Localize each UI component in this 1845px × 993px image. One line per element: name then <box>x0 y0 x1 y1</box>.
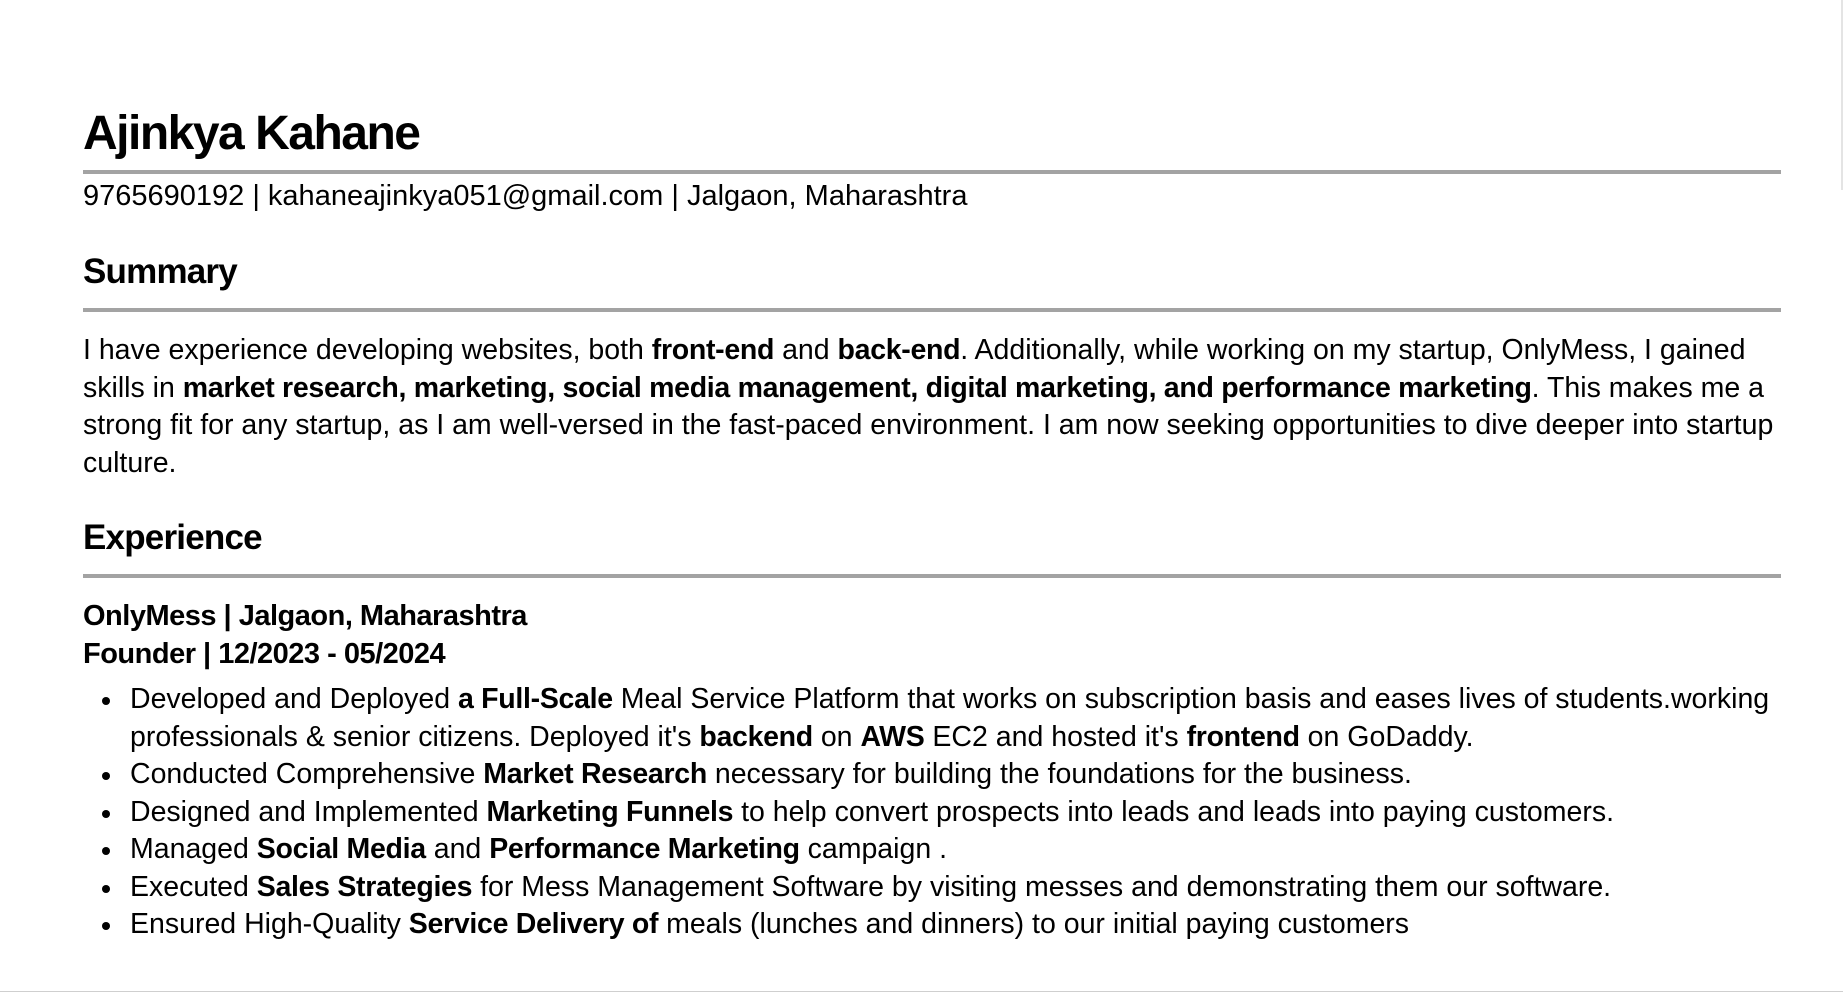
job-bullet-item: Executed Sales Strategies for Mess Manag… <box>102 869 1781 907</box>
bold-text: backend <box>699 720 813 753</box>
text-segment: meals (lunches and dinners) to our initi… <box>658 908 1410 940</box>
name-divider <box>83 170 1781 174</box>
text-segment: to help convert prospects into leads and… <box>733 795 1615 828</box>
bold-text: Marketing Funnels <box>486 795 734 828</box>
text-segment: Conducted Comprehensive <box>130 758 484 790</box>
job-bullet-item: Managed Social Media and Performance Mar… <box>102 831 1781 869</box>
bold-text: market research, marketing, social media… <box>182 371 1532 404</box>
summary-paragraph: I have experience developing websites, b… <box>83 332 1781 482</box>
text-segment: and <box>425 833 490 865</box>
summary-heading: Summary <box>83 252 238 291</box>
text-segment: on <box>812 720 861 753</box>
text-segment: for Mess Management Software by visiting… <box>472 870 1612 903</box>
text-segment: Managed <box>130 833 257 865</box>
job-role-line: Founder | 12/2023 - 05/2024 <box>83 637 446 670</box>
bold-text: AWS <box>860 720 925 753</box>
bold-text: Performance Marketing <box>489 833 800 865</box>
text-segment: necessary for building the foundations f… <box>706 758 1412 790</box>
experience-divider <box>83 574 1781 578</box>
text-segment: Designed and Implemented <box>130 795 487 828</box>
bold-text: frontend <box>1186 720 1300 753</box>
text-segment: Ensured High-Quality <box>130 908 409 940</box>
bold-text: Sales Strategies <box>256 870 473 903</box>
text-segment: and <box>774 334 838 366</box>
bold-text: front-end <box>651 334 775 366</box>
text-segment: campaign . <box>799 833 948 865</box>
bold-text: Social Media <box>256 833 426 865</box>
summary-divider <box>83 308 1781 312</box>
page-edge-shadow <box>1841 0 1843 190</box>
text-segment: I have experience developing websites, b… <box>83 334 652 366</box>
bold-text: a Full-Scale <box>458 683 613 715</box>
contact-line: 9765690192 | kahaneajinkya051@gmail.com … <box>83 180 968 212</box>
experience-heading: Experience <box>83 518 263 557</box>
text-segment: Meal Service Platform that works on subs… <box>130 683 1770 753</box>
text-segment: Developed and Deployed <box>130 683 458 715</box>
text-segment: on GoDaddy. <box>1299 720 1474 753</box>
job-bullet-item: Conducted Comprehensive Market Research … <box>102 756 1781 794</box>
bold-text: back-end <box>837 334 961 366</box>
job-bullet-list: Developed and Deployed a Full-Scale Meal… <box>83 681 1781 944</box>
job-bullet-item: Designed and Implemented Marketing Funne… <box>102 794 1781 832</box>
job-company-line: OnlyMess | Jalgaon, Maharashtra <box>83 600 527 632</box>
job-bullet-item: Developed and Deployed a Full-Scale Meal… <box>102 681 1781 756</box>
text-segment: EC2 and hosted it's <box>924 720 1187 753</box>
text-segment: Executed <box>130 870 257 903</box>
bold-text: Service Delivery of <box>408 908 659 940</box>
candidate-name: Ajinkya Kahane <box>83 107 421 160</box>
text-segment: . Additionally, while working on my star… <box>83 334 1746 404</box>
job-bullet-item: Ensured High-Quality Service Delivery of… <box>102 906 1781 944</box>
resume-content: Ajinkya Kahane 9765690192 | kahaneajinky… <box>83 98 1781 944</box>
bold-text: Market Research <box>483 758 707 790</box>
text-segment: . This makes me a strong fit for any sta… <box>83 371 1774 479</box>
